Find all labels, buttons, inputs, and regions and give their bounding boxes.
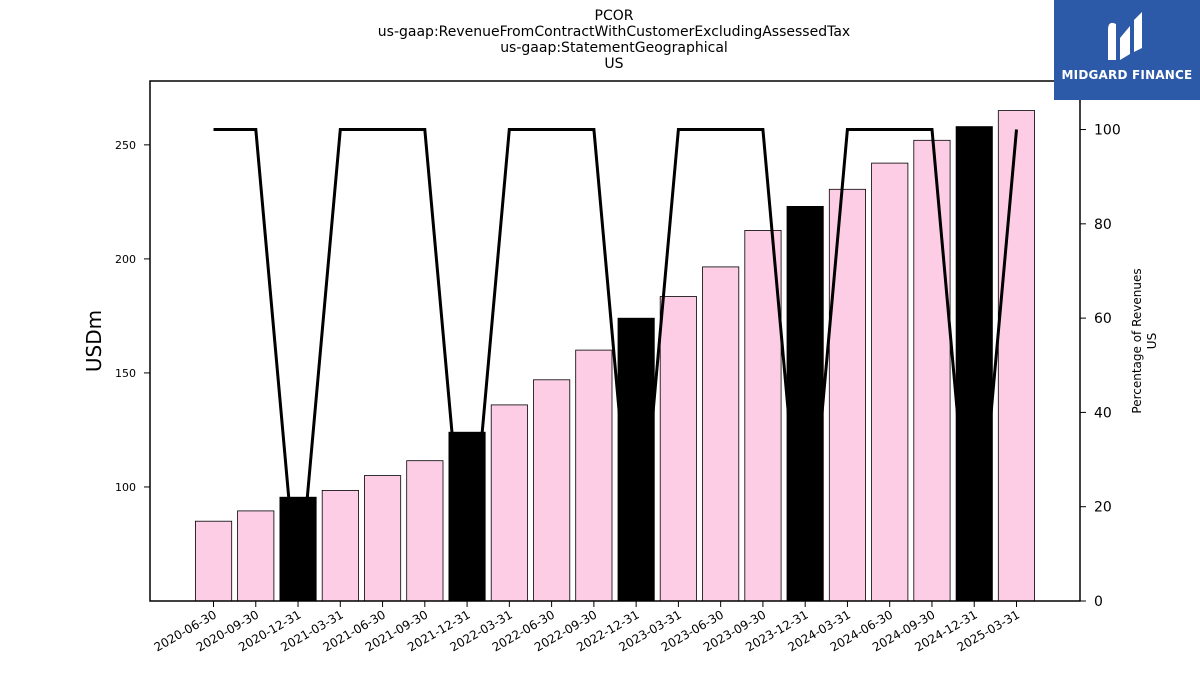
y-tick-label-left: 250: [115, 139, 136, 152]
line-series: [213, 128, 1018, 602]
title-line-1: PCOR: [595, 8, 634, 24]
title-line-2: us-gaap:RevenueFromContractWithCustomerE…: [378, 24, 850, 40]
y-tick-label-right: 40: [1094, 405, 1112, 421]
bar: [575, 349, 613, 602]
bar: [659, 296, 697, 602]
y-tick-label-right: 80: [1094, 217, 1112, 233]
bar: [955, 126, 993, 602]
bar: [490, 404, 528, 602]
bar: [997, 110, 1035, 602]
y-axis-right-label-line-1: Percentage of Revenues: [1130, 268, 1144, 413]
bar: [406, 460, 444, 602]
percentage-line: [213, 128, 1018, 602]
chart-title: PCOR us-gaap:RevenueFromContractWithCust…: [378, 8, 850, 72]
bar: [279, 496, 317, 602]
bar: [786, 205, 824, 602]
title-line-3: us-gaap:StatementGeographical: [500, 40, 728, 56]
bar: [194, 520, 233, 602]
bar: [744, 229, 782, 602]
y-tick-label-right: 20: [1094, 500, 1112, 516]
plot-frame: [149, 80, 1081, 602]
logo-text: MIDGARD FINANCE: [1061, 68, 1193, 82]
y-axis-right-label-line-2: US: [1145, 333, 1159, 349]
y-tick-label-right: 60: [1094, 311, 1112, 327]
y-axis-left-label: USDm: [82, 310, 106, 372]
bar: [828, 188, 866, 602]
bar: [533, 379, 571, 602]
bar: [321, 489, 359, 602]
bar: [237, 510, 275, 602]
y-tick-label-left: 100: [115, 481, 136, 494]
bar-series: [194, 110, 1035, 602]
y-axis-right: 0 20 40 60 80 100: [1080, 123, 1121, 610]
y-tick-label-right: 0: [1094, 594, 1103, 610]
y-tick-label-right: 100: [1094, 123, 1121, 139]
title-line-4: US: [604, 56, 623, 72]
bar: [871, 162, 909, 602]
x-axis: 2020-06-302020-09-302020-12-312021-03-31…: [152, 601, 1022, 654]
y-tick-label-left: 150: [115, 367, 136, 380]
bar: [363, 475, 402, 602]
y-axis-left: 100 150 200 250: [115, 139, 150, 494]
midgard-finance-logo: MIDGARD FINANCE: [1054, 0, 1200, 100]
logo-mark-icon: [1108, 12, 1142, 60]
y-tick-label-left: 200: [115, 253, 136, 266]
bar: [913, 139, 951, 602]
bar: [702, 266, 740, 602]
